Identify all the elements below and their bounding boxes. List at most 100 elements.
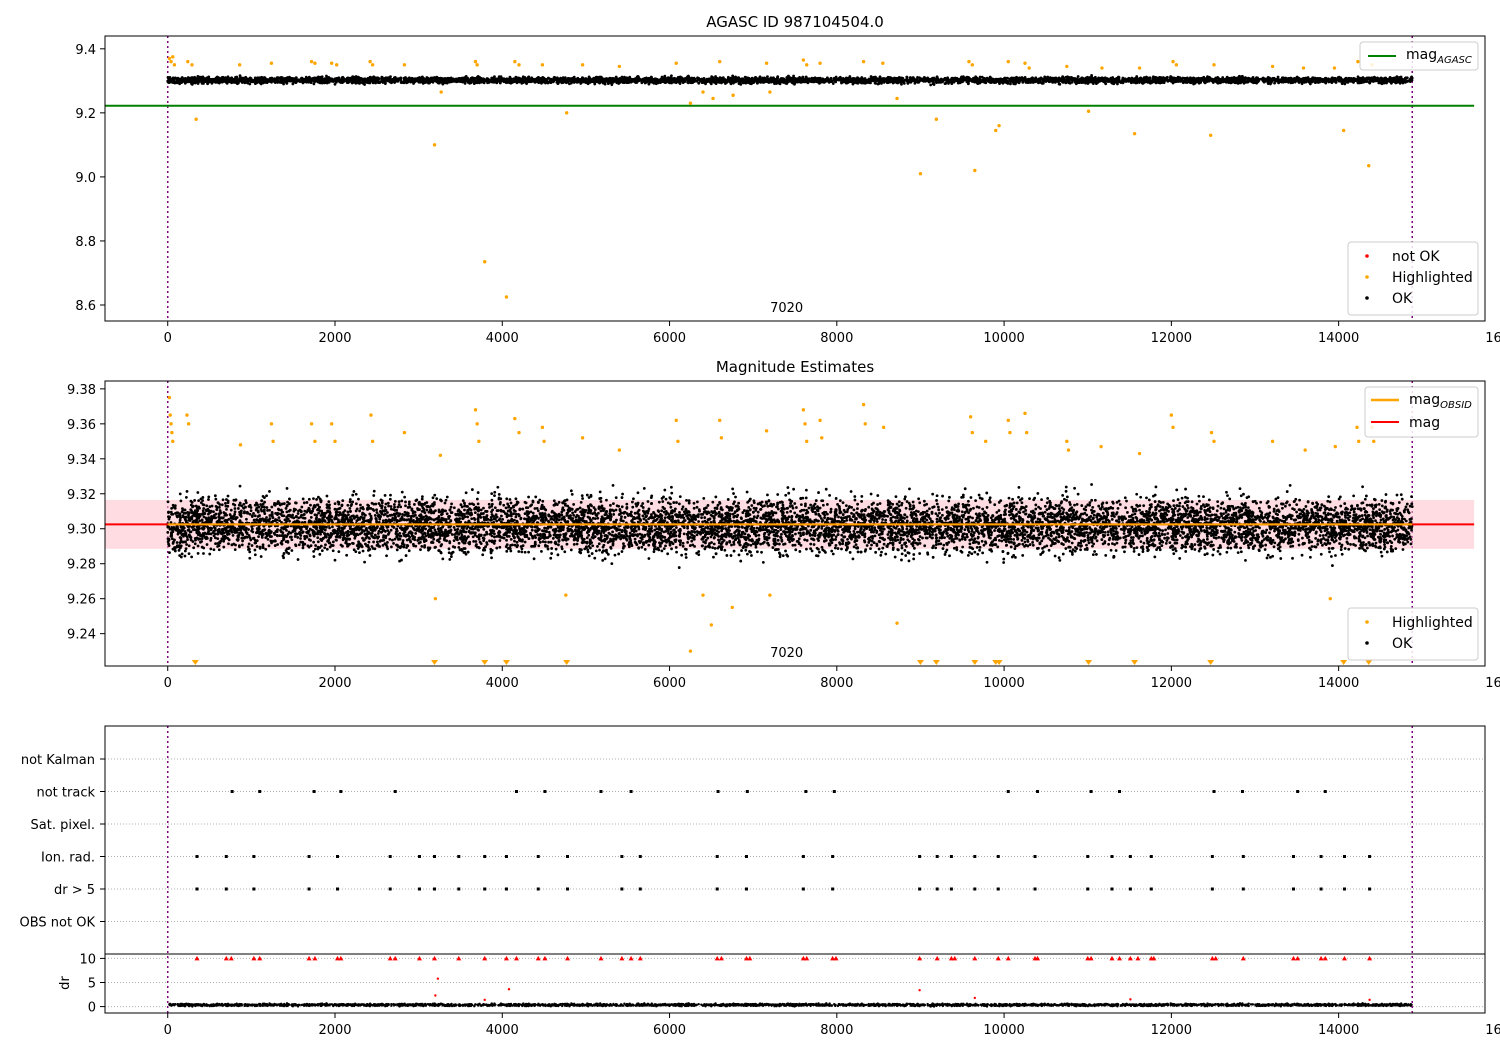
p1-ok-point: [1128, 78, 1132, 81]
p1-ok-point: [647, 82, 651, 86]
p1-ok-point: [508, 75, 512, 79]
p1-ok-point: [782, 78, 786, 82]
p1-ok-point: [1023, 78, 1026, 82]
p1-ok-point: [951, 79, 955, 83]
p1-ok-point: [490, 76, 494, 80]
p1-ok-point: [771, 77, 775, 81]
p1-ok-point: [869, 76, 873, 80]
p1-ok-point: [1369, 80, 1372, 83]
p1-ok-point: [1313, 81, 1317, 84]
p1-ok-point: [982, 76, 986, 80]
p1-ok-point: [950, 76, 954, 80]
p1-ok-point: [566, 77, 570, 81]
p1-ok-point: [239, 77, 243, 80]
p1-ok-point: [548, 77, 551, 81]
p1-ok-point: [699, 78, 703, 82]
p1-ok-point: [426, 76, 430, 80]
p1-ok-point: [668, 81, 671, 85]
p1-ok-point: [538, 78, 541, 82]
p1-ok-point: [1125, 79, 1129, 82]
p1-ok-point: [1232, 75, 1236, 79]
p1-ok-point: [740, 77, 744, 81]
p1-ok-point: [355, 79, 358, 82]
p1-ok-point: [916, 76, 919, 79]
p1-ok-point: [524, 77, 527, 81]
p1-ok-point: [1217, 81, 1221, 85]
p1-ok-point: [291, 82, 295, 86]
p1-ok-point: [427, 81, 430, 85]
p1-ok-point: [1260, 78, 1264, 81]
p1-ok-point: [570, 78, 573, 82]
p1-ok-point: [724, 82, 727, 85]
p1-ok-point: [580, 76, 584, 80]
p1-ok-point: [746, 78, 750, 82]
p1-ok-point: [612, 78, 615, 81]
p1-ok-point: [1092, 79, 1096, 83]
p1-ok-point: [877, 80, 881, 84]
p1-ok-point: [984, 81, 988, 85]
p1-ok-point: [200, 81, 204, 85]
p1-ok-point: [486, 81, 489, 85]
p1-ok-point: [255, 81, 259, 85]
p1-ok-point: [900, 79, 904, 83]
p1-ok-point: [829, 76, 833, 80]
p1-ok-point: [537, 76, 540, 79]
p1-ok-point: [832, 76, 836, 80]
p1-ok-point: [635, 75, 639, 79]
p1-ok-point: [1221, 77, 1224, 81]
p1-ok-point: [609, 79, 613, 83]
p1-ok-point: [235, 75, 239, 79]
p1-ok-point: [605, 79, 608, 83]
p1-ok-point: [794, 79, 798, 83]
p1-ok-point: [758, 75, 762, 79]
p1-ok-point: [437, 78, 441, 82]
p1-ok-point: [837, 77, 841, 81]
p1-ok-point: [1172, 76, 1176, 80]
p1-ok-point: [851, 78, 855, 82]
p1-ok-point: [572, 78, 576, 82]
p1-ok-point: [654, 82, 658, 86]
p1-ok-point: [872, 75, 876, 79]
p1-ok-point: [555, 80, 559, 84]
p1-ok-point: [470, 78, 473, 81]
p1-ok-point: [761, 81, 765, 84]
p1-ok-point: [1357, 77, 1361, 80]
p1-ok-point: [861, 81, 865, 85]
p1-ok-point: [1169, 75, 1173, 78]
p1-ok-point: [1043, 75, 1047, 79]
p1-ok-point: [803, 78, 807, 82]
p1-ok-point: [686, 78, 690, 82]
p1-ok-point: [596, 80, 599, 84]
p1-ok-point: [1212, 79, 1216, 83]
p1-ok-point: [601, 79, 605, 82]
p1-ok-point: [1251, 77, 1255, 81]
p1-ok-point: [615, 81, 619, 85]
p1-ok-point: [1225, 79, 1229, 82]
p1-ok-point: [935, 81, 938, 85]
p1-ok-point: [467, 78, 471, 82]
p1-ok-point: [589, 79, 592, 83]
p1-ok-point: [1151, 75, 1155, 79]
p1-ok-point: [735, 77, 739, 80]
p1-ok-point: [1270, 79, 1273, 83]
p1-ok-point: [1046, 76, 1050, 80]
p1-ok-point: [776, 75, 780, 79]
p1-ok-point: [1262, 80, 1266, 84]
p1-ok-point: [527, 75, 531, 79]
p1-ok-point: [972, 76, 975, 80]
p1-ok-point: [412, 82, 415, 85]
p1-ok-point: [1405, 80, 1409, 83]
p1-ok-point: [903, 78, 907, 82]
p1-ok-point: [1084, 81, 1087, 85]
p1-ok-point: [419, 79, 423, 83]
p1-ok-point: [1248, 79, 1252, 83]
p1-ok-point: [348, 78, 352, 82]
p1-ok-point: [414, 78, 418, 81]
p1-ok-point: [1000, 80, 1004, 84]
p1-ok-point: [948, 78, 952, 82]
p1-ok-point: [1364, 79, 1368, 82]
p1-ok-point: [1359, 81, 1363, 84]
p1-ok-point: [1333, 77, 1337, 81]
p1-ok-point: [319, 78, 323, 82]
p1-ok-point: [1189, 76, 1192, 80]
